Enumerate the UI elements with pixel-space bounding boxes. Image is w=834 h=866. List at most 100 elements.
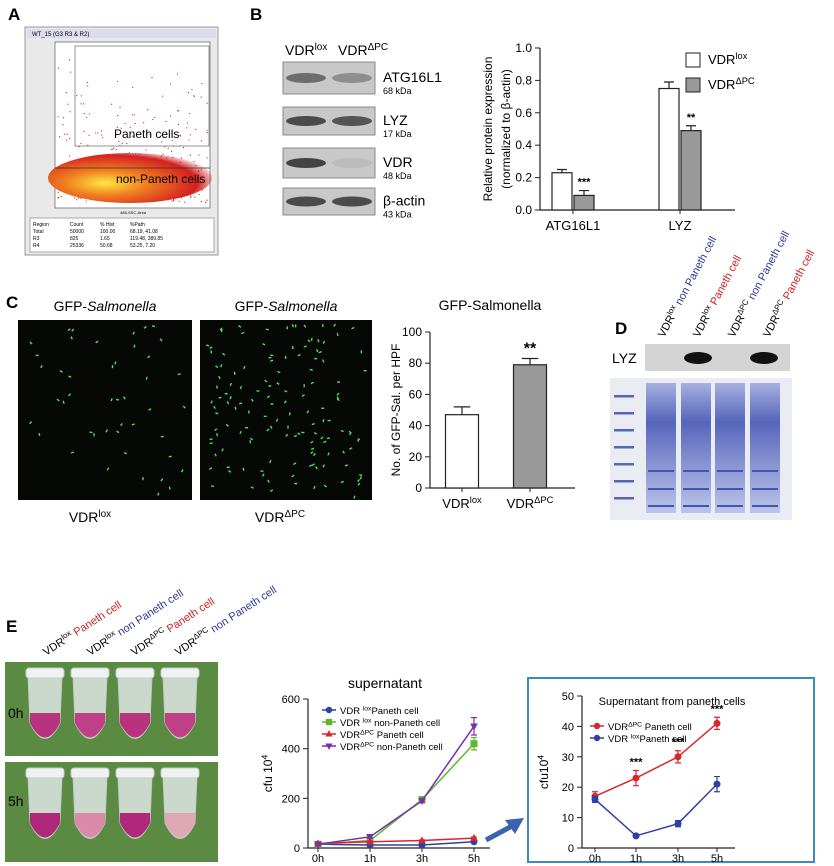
bacterium [209, 442, 213, 445]
marker [674, 820, 682, 828]
lane [750, 383, 780, 513]
label-sup: lox [665, 303, 678, 316]
event [186, 127, 188, 129]
table-cell: R4 [33, 243, 40, 249]
event [200, 200, 203, 203]
blot-size: 17 kDa [383, 129, 412, 139]
lane-band [752, 488, 778, 490]
bacterium [68, 393, 72, 397]
event [110, 148, 112, 150]
event [189, 112, 191, 115]
line [317, 837, 475, 845]
flow-cytometry: WT_15 (G3 R3 & R2) Paneth cells non-Pane… [24, 26, 219, 256]
band [332, 73, 372, 83]
event [126, 143, 128, 145]
legend-marker [593, 722, 601, 730]
lane-band [648, 505, 674, 507]
label-sup: 4 [259, 755, 269, 760]
bacterium [219, 327, 223, 331]
lane-band [683, 488, 709, 490]
window-titlebar [27, 29, 216, 38]
label-sup: lox [98, 509, 111, 520]
label-sup: lox [363, 717, 372, 724]
event [65, 91, 67, 94]
label-rest: non Paneth cell [206, 584, 279, 637]
panel-label: E [6, 617, 17, 636]
liquid [75, 713, 105, 738]
event [206, 102, 208, 104]
significance: ** [687, 112, 696, 124]
bacterium [71, 328, 75, 332]
y-tick-label: 0 [294, 843, 300, 855]
bacterium [322, 340, 326, 345]
bacterium [242, 467, 245, 471]
label-sup: lox [631, 733, 640, 740]
label-base: VDR [69, 509, 99, 525]
bacterium [323, 440, 327, 444]
event [63, 133, 65, 135]
bacterium [142, 477, 144, 481]
error-bar [686, 125, 696, 131]
event [132, 86, 134, 89]
bacterium [340, 429, 344, 433]
marker-band [614, 412, 634, 415]
event [200, 140, 203, 142]
event [69, 155, 71, 157]
event [167, 147, 169, 149]
bacterium [321, 359, 325, 363]
marker [632, 832, 640, 840]
label-base: VDR [656, 313, 678, 339]
event [147, 109, 149, 111]
label-rest: Paneth cell [639, 734, 686, 745]
event [88, 134, 90, 136]
event [178, 110, 180, 112]
marker [470, 723, 478, 731]
bacterium [310, 440, 314, 444]
event [164, 146, 166, 148]
band [332, 196, 372, 207]
label: 1h [364, 853, 376, 865]
blot-name: VDR [383, 154, 413, 170]
y-tick-label: 0.2 [515, 171, 532, 185]
bacterium [225, 423, 229, 427]
event [119, 106, 121, 109]
significance: ** [524, 341, 537, 358]
bacterium [215, 412, 219, 415]
legend-marker [593, 734, 601, 742]
bacterium [266, 395, 270, 399]
event [83, 113, 85, 115]
bacterium [264, 379, 268, 383]
event [132, 135, 134, 137]
bacterium [148, 408, 152, 411]
image [18, 320, 192, 500]
event [191, 88, 193, 91]
bacterium [318, 350, 322, 354]
marker [713, 780, 721, 788]
bacterium [234, 406, 237, 410]
event [112, 148, 114, 150]
label: LYZ [669, 218, 692, 233]
bacterium [340, 480, 344, 484]
bacterium [322, 419, 325, 423]
bacterium [209, 438, 213, 441]
event [193, 160, 195, 163]
bacterium [123, 452, 127, 455]
event [60, 196, 62, 198]
bacterium [320, 436, 324, 440]
bacterium [239, 385, 243, 390]
bacterium [311, 422, 315, 426]
label-sup: ΔPC [368, 42, 389, 53]
table-header: Count [70, 222, 84, 228]
bacterium [261, 473, 265, 477]
band [750, 352, 778, 364]
bacterium [180, 469, 184, 473]
significance: *** [630, 756, 644, 768]
marker [418, 798, 426, 806]
label: cfu104 [535, 755, 551, 789]
bar [512, 364, 548, 489]
event [193, 95, 195, 97]
event [76, 94, 78, 97]
gate-r3 [74, 45, 210, 147]
bacterium [114, 361, 117, 365]
